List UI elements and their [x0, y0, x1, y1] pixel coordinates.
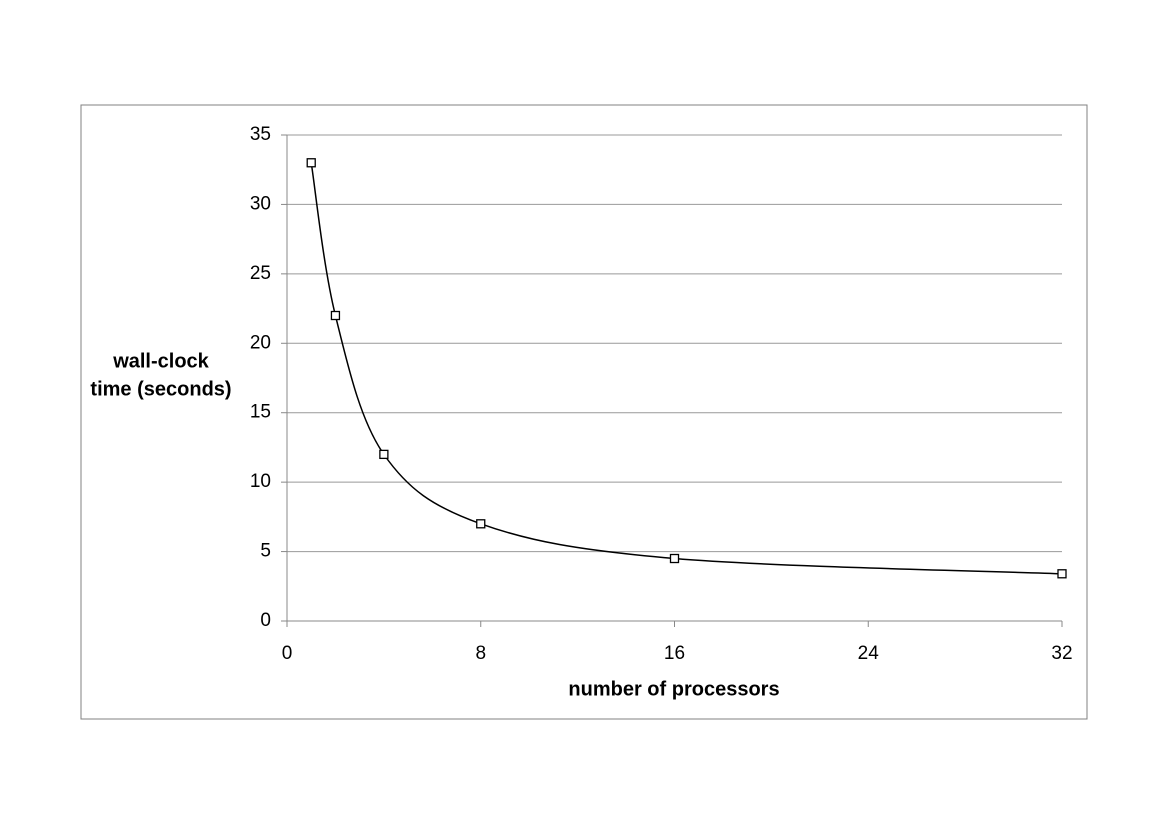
- point-marker: [669, 553, 680, 564]
- x-tick-label: 24: [858, 643, 880, 664]
- y-tick-label: 15: [250, 402, 271, 423]
- y-tick-label: 5: [260, 541, 271, 562]
- x-tick-label: 16: [664, 643, 685, 664]
- x-tick-label: 32: [1051, 643, 1072, 664]
- y-tick-label: 10: [250, 471, 271, 492]
- point-marker: [476, 519, 486, 529]
- y-tick-label: 0: [260, 610, 271, 631]
- point-marker: [379, 449, 389, 460]
- x-tick-label: 0: [282, 643, 293, 664]
- y-tick-label: 30: [250, 193, 271, 214]
- y-axis-label: wall-clock: [112, 350, 209, 372]
- y-tick-label: 25: [250, 263, 271, 284]
- x-axis-label: number of processors: [568, 678, 779, 700]
- point-marker: [330, 310, 341, 321]
- point-marker: [306, 158, 316, 168]
- y-tick-label: 35: [250, 124, 271, 145]
- x-tick-label: 8: [475, 643, 486, 664]
- y-tick-label: 20: [250, 332, 271, 353]
- y-axis-label: time (seconds): [90, 378, 231, 400]
- point-marker: [1057, 569, 1067, 579]
- chart-frame: [80, 104, 1088, 720]
